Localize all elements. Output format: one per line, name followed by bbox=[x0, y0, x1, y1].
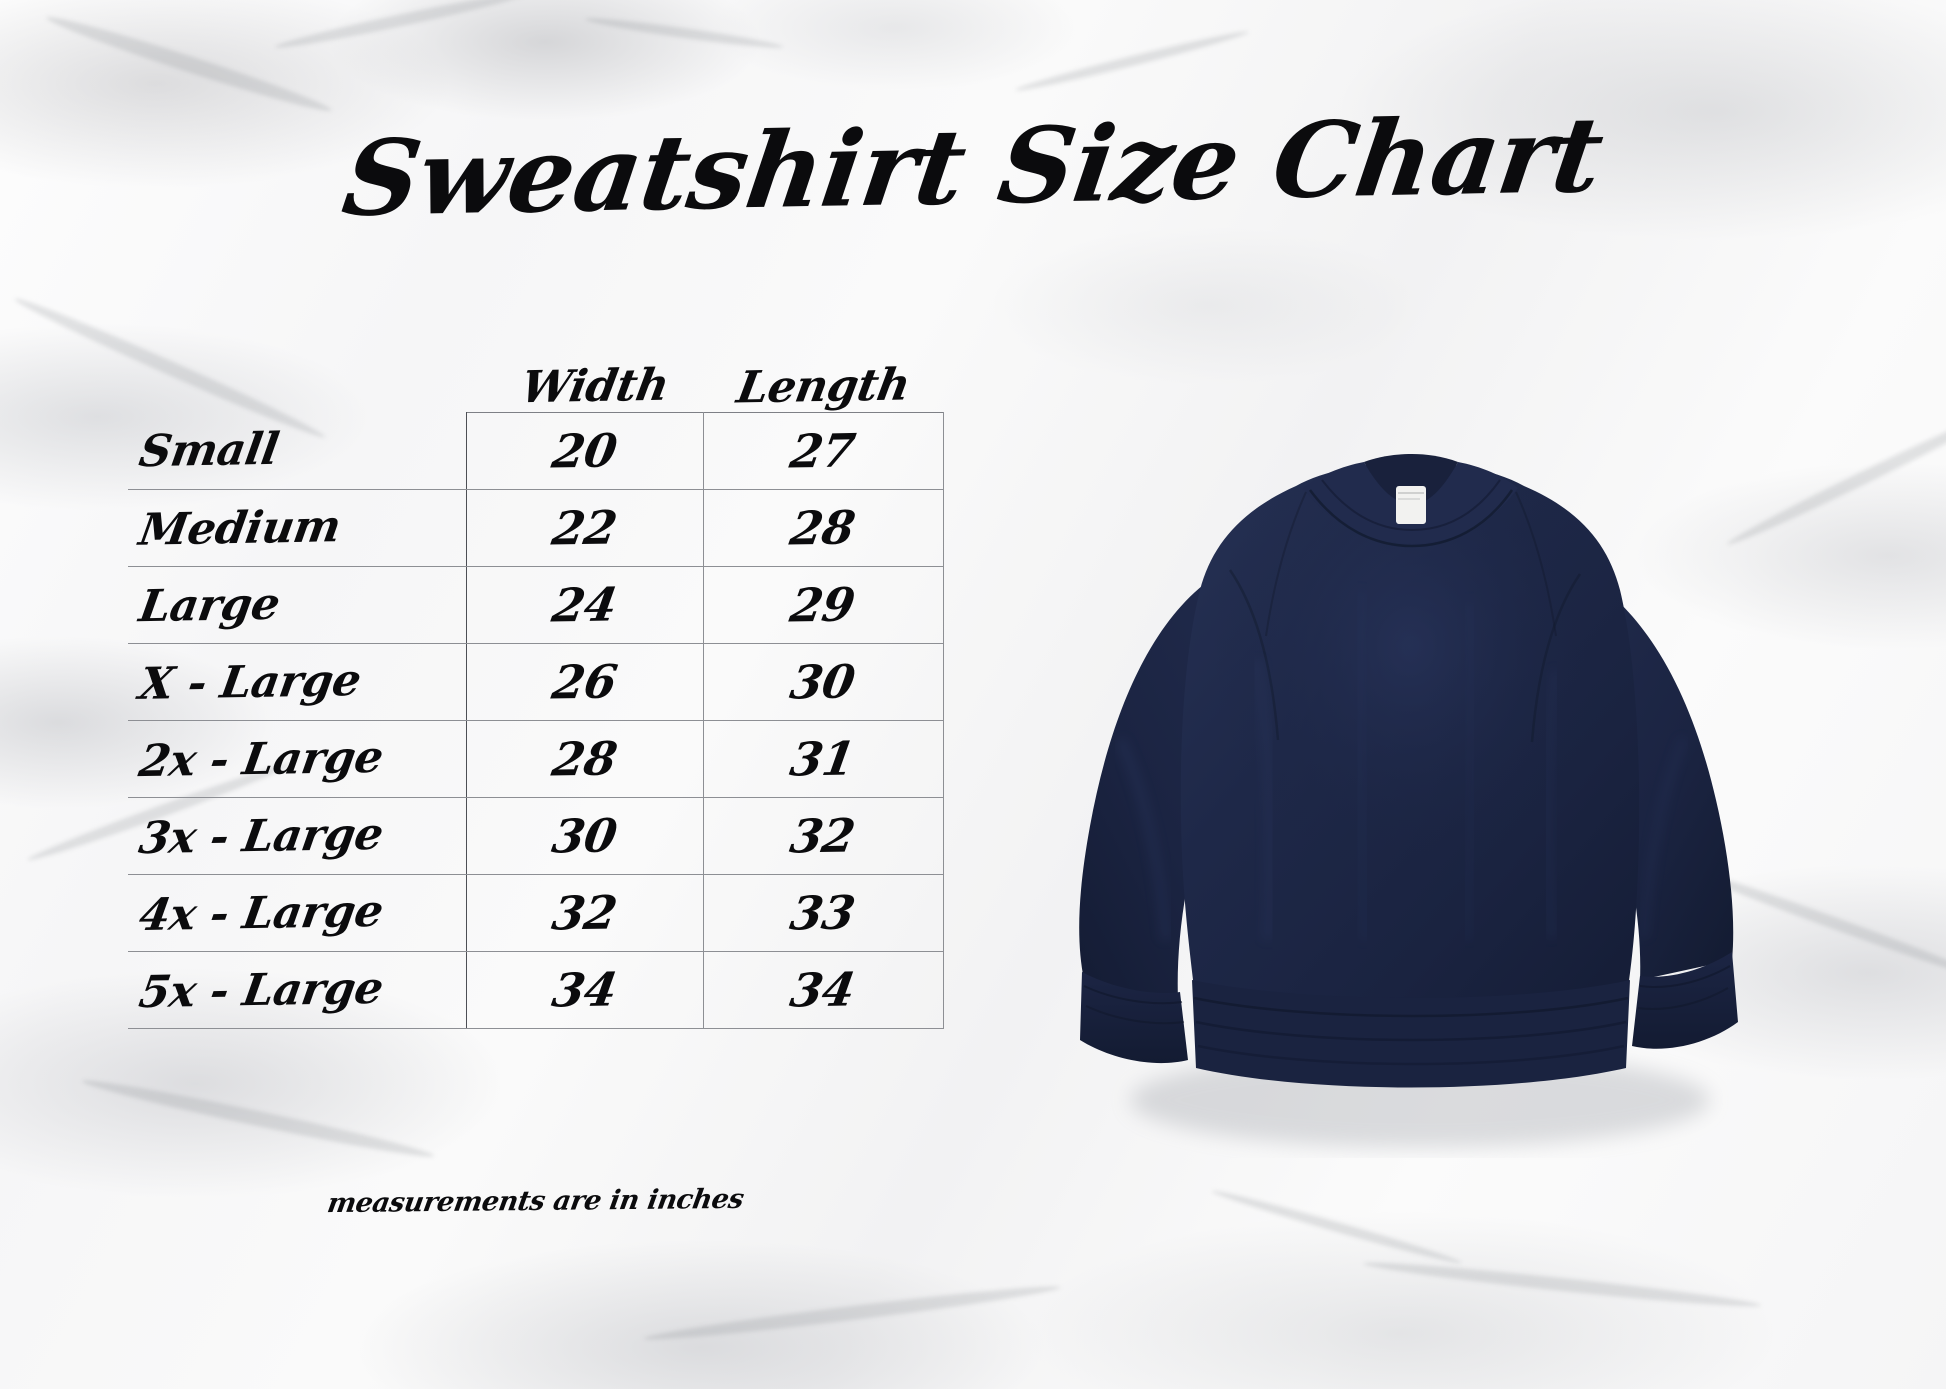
table-cell-width: 24 bbox=[466, 566, 704, 644]
table-cell-size: 3x - Large bbox=[128, 797, 467, 875]
table-cell-length: 34 bbox=[703, 951, 944, 1029]
table-cell-length: 33 bbox=[703, 874, 944, 952]
table-cell-width: 26 bbox=[466, 643, 704, 721]
column-header-length: Length bbox=[733, 359, 914, 414]
size-chart: Width Length Small 20 27 Medium 22 28 La… bbox=[128, 330, 944, 1029]
table-row: 3x - Large 30 32 bbox=[128, 797, 944, 875]
table-cell-length: 31 bbox=[703, 720, 944, 798]
table-cell-size: Large bbox=[128, 566, 467, 644]
table-cell-length: 27 bbox=[703, 412, 944, 490]
table-cell-width: 20 bbox=[466, 412, 704, 490]
table-cell-width: 30 bbox=[466, 797, 704, 875]
table-cell-length: 30 bbox=[703, 643, 944, 721]
table-row: 4x - Large 32 33 bbox=[128, 874, 944, 952]
table-row: X - Large 26 30 bbox=[128, 643, 944, 721]
column-header-width: Width bbox=[517, 359, 673, 414]
table-row: Large 24 29 bbox=[128, 566, 944, 644]
table-cell-length: 32 bbox=[703, 797, 944, 875]
table-row: 2x - Large 28 31 bbox=[128, 720, 944, 798]
table-cell-size: X - Large bbox=[128, 643, 467, 721]
table-cell-size: 2x - Large bbox=[128, 720, 467, 798]
column-headers: Width Length bbox=[128, 330, 943, 414]
size-table: Small 20 27 Medium 22 28 Large 24 29 X -… bbox=[128, 412, 944, 1029]
table-cell-size: 4x - Large bbox=[128, 874, 467, 952]
table-cell-length: 29 bbox=[703, 566, 944, 644]
table-cell-width: 22 bbox=[466, 489, 704, 567]
table-cell-width: 34 bbox=[466, 951, 704, 1029]
table-cell-size: Medium bbox=[128, 489, 467, 567]
sweatshirt-image bbox=[1060, 440, 1760, 1160]
table-cell-width: 32 bbox=[466, 874, 704, 952]
table-cell-size: 5x - Large bbox=[128, 951, 467, 1029]
table-cell-width: 28 bbox=[466, 720, 704, 798]
table-row: Small 20 27 bbox=[128, 412, 944, 490]
table-cell-length: 28 bbox=[703, 489, 944, 567]
table-row: 5x - Large 34 34 bbox=[128, 951, 944, 1029]
table-cell-size: Small bbox=[128, 412, 467, 490]
table-row: Medium 22 28 bbox=[128, 489, 944, 567]
